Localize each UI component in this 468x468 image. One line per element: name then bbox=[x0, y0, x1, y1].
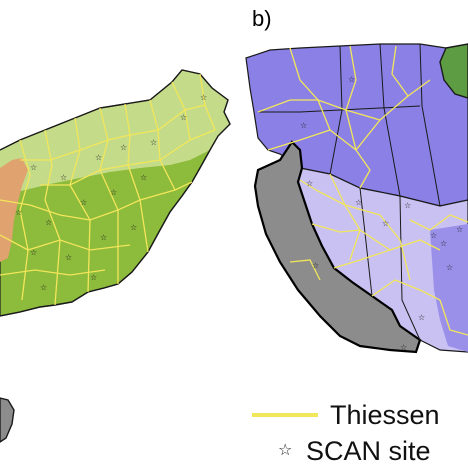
svg-text:☆: ☆ bbox=[40, 283, 47, 292]
svg-text:☆: ☆ bbox=[300, 121, 307, 130]
svg-text:☆: ☆ bbox=[150, 138, 157, 147]
svg-text:☆: ☆ bbox=[180, 113, 187, 122]
west-gray-region bbox=[253, 140, 422, 354]
svg-text:☆: ☆ bbox=[60, 173, 67, 182]
svg-text:☆: ☆ bbox=[382, 219, 389, 228]
svg-text:☆: ☆ bbox=[404, 201, 411, 210]
svg-text:☆: ☆ bbox=[120, 143, 127, 152]
svg-text:☆: ☆ bbox=[140, 173, 147, 182]
west-purple-lower-region bbox=[430, 224, 468, 352]
svg-text:☆: ☆ bbox=[65, 253, 72, 262]
svg-text:☆: ☆ bbox=[446, 263, 453, 272]
legend: Thiessen ☆ SCAN site bbox=[252, 400, 440, 466]
svg-text:☆: ☆ bbox=[348, 75, 355, 84]
west-darkgreen-region bbox=[439, 43, 468, 99]
panel-b-scan-sites: ☆☆☆ ☆☆☆ ☆☆☆ ☆☆☆ ☆ bbox=[300, 75, 463, 352]
legend-thiessen-label: Thiessen bbox=[330, 400, 440, 430]
svg-text:☆: ☆ bbox=[45, 218, 52, 227]
svg-text:☆: ☆ bbox=[110, 188, 117, 197]
svg-text:☆: ☆ bbox=[100, 233, 107, 242]
svg-text:☆: ☆ bbox=[15, 208, 22, 217]
svg-text:☆: ☆ bbox=[90, 273, 97, 282]
svg-text:☆: ☆ bbox=[95, 153, 102, 162]
east-us-orange-region bbox=[0, 158, 28, 262]
east-us-outline bbox=[0, 69, 231, 317]
legend-scan-label: SCAN site bbox=[306, 436, 431, 466]
panel-a-thiessen-lines bbox=[0, 73, 216, 306]
panel-a-inset-shape bbox=[0, 397, 15, 443]
panel-a-map: ☆ ☆ ☆ ☆ ☆ ☆ ☆ ☆ ☆ ☆ ☆ ☆ ☆ ☆ ☆ ☆ ☆ ☆ bbox=[0, 69, 231, 443]
panel-b-thiessen-lines bbox=[257, 45, 468, 336]
svg-text:☆: ☆ bbox=[440, 239, 447, 248]
svg-text:☆: ☆ bbox=[130, 223, 137, 232]
east-us-lightgreen-region bbox=[0, 70, 230, 196]
svg-text:☆: ☆ bbox=[400, 343, 407, 352]
svg-text:☆: ☆ bbox=[430, 231, 437, 240]
svg-text:☆: ☆ bbox=[30, 163, 37, 172]
svg-text:☆: ☆ bbox=[355, 198, 362, 207]
svg-text:☆: ☆ bbox=[418, 313, 425, 322]
svg-text:☆: ☆ bbox=[30, 248, 37, 257]
panel-b-map: ☆☆☆ ☆☆☆ ☆☆☆ ☆☆☆ ☆ b) bbox=[245, 6, 468, 354]
panel-b-label: b) bbox=[252, 6, 272, 31]
svg-text:☆: ☆ bbox=[80, 198, 87, 207]
panel-b-state-borders bbox=[258, 43, 441, 341]
svg-text:☆: ☆ bbox=[200, 93, 207, 102]
legend-star-icon: ☆ bbox=[278, 440, 292, 459]
svg-text:☆: ☆ bbox=[312, 261, 319, 270]
panel-a-scan-sites: ☆ ☆ ☆ ☆ ☆ ☆ ☆ ☆ ☆ ☆ ☆ ☆ ☆ ☆ ☆ ☆ ☆ ☆ bbox=[15, 93, 207, 292]
svg-text:☆: ☆ bbox=[456, 225, 463, 234]
svg-text:☆: ☆ bbox=[306, 179, 313, 188]
